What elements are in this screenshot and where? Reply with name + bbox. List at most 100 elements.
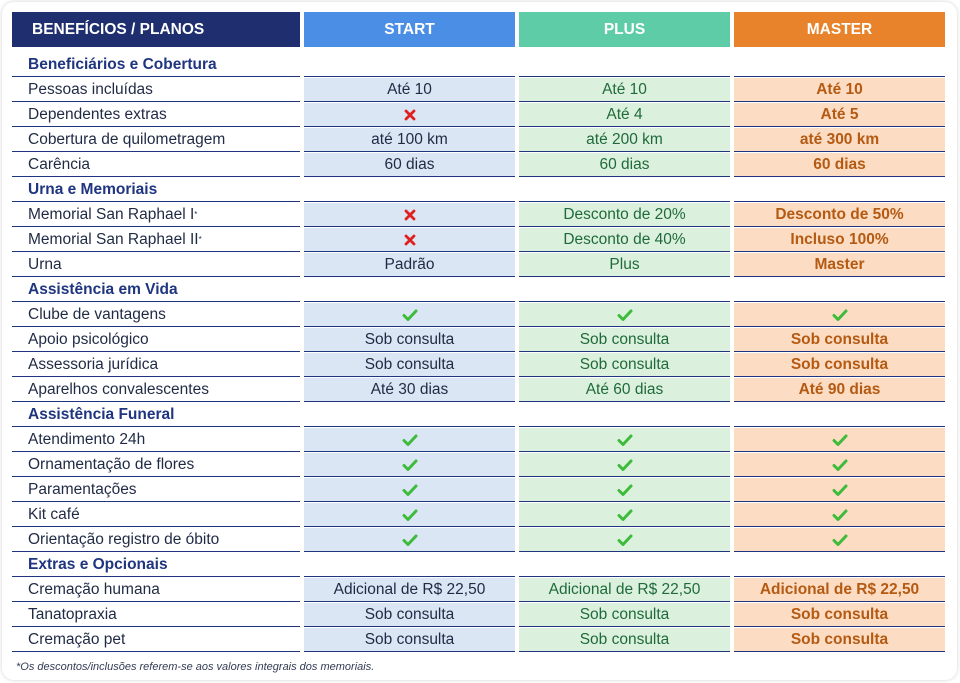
label-text: Memorial San Raphael II: [28, 230, 199, 248]
label-text: Clube de vantagens: [28, 305, 166, 323]
benefit-label: Cobertura de quilometragem: [12, 128, 300, 152]
value-master: [734, 528, 945, 552]
table-row: Carência 60 dias 60 dias 60 dias: [12, 153, 948, 178]
header-plan-master: MASTER: [734, 12, 945, 47]
check-icon: [617, 532, 633, 548]
value-start: [304, 478, 515, 502]
cross-icon: [402, 107, 418, 123]
value-master: Até 5: [734, 103, 945, 127]
value-plus: Sob consulta: [519, 628, 730, 652]
label-text: Ornamentação de flores: [28, 455, 195, 473]
footnote-marker: *: [198, 235, 202, 244]
table-row: Ornamentação de flores: [12, 453, 948, 478]
value-plus: Sob consulta: [519, 328, 730, 352]
label-text: Carência: [28, 155, 91, 173]
value-plus: [519, 403, 730, 427]
header-plan-start: START: [304, 12, 515, 47]
value-plus: Adicional de R$ 22,50: [519, 578, 730, 602]
label-text: Memorial San Raphael I: [28, 205, 195, 223]
value-plus: Sob consulta: [519, 603, 730, 627]
check-icon: [832, 432, 848, 448]
check-icon: [402, 507, 418, 523]
check-icon: [617, 457, 633, 473]
check-icon: [402, 482, 418, 498]
value-master: [734, 303, 945, 327]
value-master: Sob consulta: [734, 628, 945, 652]
label-text: Cobertura de quilometragem: [28, 130, 226, 148]
section-title: Assistência em Vida: [12, 278, 300, 302]
check-icon: [832, 307, 848, 323]
value-master: Sob consulta: [734, 603, 945, 627]
section-row: Assistência em Vida: [12, 278, 948, 303]
value-plus: Desconto de 20%: [519, 203, 730, 227]
check-icon: [402, 457, 418, 473]
value-start: [304, 403, 515, 427]
value-start: [304, 228, 515, 252]
table-row: Cobertura de quilometragem até 100 km até …: [12, 128, 948, 153]
check-icon: [402, 307, 418, 323]
value-start: [304, 53, 515, 77]
value-plus: [519, 178, 730, 202]
benefit-label: Dependentes extras: [12, 103, 300, 127]
table-row: Memorial San Raphael I * Desconto de 20% De…: [12, 203, 948, 228]
value-start: 60 dias: [304, 153, 515, 177]
value-start: Sob consulta: [304, 603, 515, 627]
check-icon: [832, 532, 848, 548]
check-icon: [617, 507, 633, 523]
benefit-label: Kit café: [12, 503, 300, 527]
value-master: Sob consulta: [734, 328, 945, 352]
check-icon: [617, 482, 633, 498]
value-master: [734, 503, 945, 527]
table-row: Dependentes extras Até 4 Até 5: [12, 103, 948, 128]
label-text: Assessoria jurídica: [28, 355, 159, 373]
value-plus: Até 60 dias: [519, 378, 730, 402]
header-plan-plus: PLUS: [519, 12, 730, 47]
benefit-label: Urna: [12, 253, 300, 277]
table-row: Orientação registro de óbito: [12, 528, 948, 553]
table-row: Tanatopraxia Sob consulta Sob consulta Sob …: [12, 603, 948, 628]
section-title: Beneficiários e Cobertura: [12, 53, 300, 77]
value-plus: [519, 453, 730, 477]
table-row: Clube de vantagens: [12, 303, 948, 328]
benefit-label: Memorial San Raphael II *: [12, 228, 300, 252]
check-icon: [402, 432, 418, 448]
value-plus: Até 10: [519, 78, 730, 102]
value-master: Incluso 100%: [734, 228, 945, 252]
section-row: Assistência Funeral: [12, 403, 948, 428]
label-text: Assistência Funeral: [28, 405, 175, 423]
value-plus: [519, 528, 730, 552]
value-master: até 300 km: [734, 128, 945, 152]
value-plus: [519, 303, 730, 327]
footnote-marker: *: [194, 210, 198, 219]
label-text: Pessoas incluídas: [28, 80, 153, 98]
benefit-label: Atendimento 24h: [12, 428, 300, 452]
table-row: Atendimento 24h: [12, 428, 948, 453]
benefit-label: Memorial San Raphael I *: [12, 203, 300, 227]
benefit-label: Tanatopraxia: [12, 603, 300, 627]
section-title: Extras e Opcionais: [12, 553, 300, 577]
value-start: [304, 278, 515, 302]
benefit-label: Aparelhos convalescentes: [12, 378, 300, 402]
check-icon: [832, 507, 848, 523]
section-title: Urna e Memoriais: [12, 178, 300, 202]
value-start: [304, 553, 515, 577]
cross-icon: [402, 207, 418, 223]
value-plus: [519, 428, 730, 452]
benefit-label: Ornamentação de flores: [12, 453, 300, 477]
section-row: Extras e Opcionais: [12, 553, 948, 578]
value-start: Padrão: [304, 253, 515, 277]
table-row: Paramentações: [12, 478, 948, 503]
section-row: Beneficiários e Cobertura: [12, 53, 948, 78]
value-start: Sob consulta: [304, 353, 515, 377]
label-text: Orientação registro de óbito: [28, 530, 220, 548]
table-row: Aparelhos convalescentes Até 30 dias Até 6…: [12, 378, 948, 403]
value-start: [304, 203, 515, 227]
table-header-row: BENEFÍCIOS / PLANOS START PLUS MASTER: [12, 12, 948, 49]
footnote: *Os descontos/inclusões referem-se aos v…: [16, 661, 375, 673]
label-text: Atendimento 24h: [28, 430, 146, 448]
label-text: Kit café: [28, 505, 80, 523]
table-row: Cremação humana Adicional de R$ 22,50 Adic…: [12, 578, 948, 603]
section-row: Urna e Memoriais: [12, 178, 948, 203]
value-plus: [519, 503, 730, 527]
value-start: até 100 km: [304, 128, 515, 152]
